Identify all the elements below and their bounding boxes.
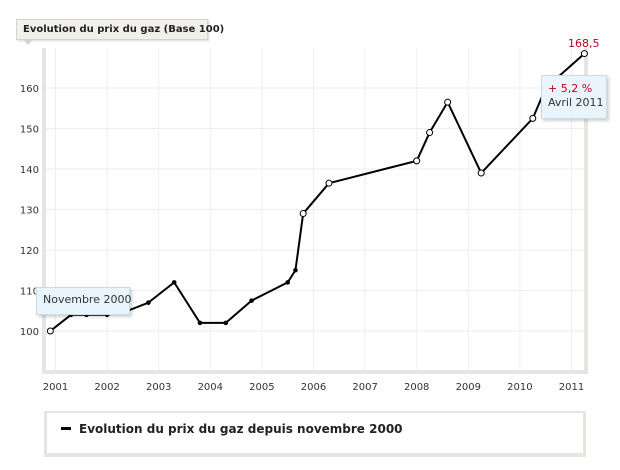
data-point [426, 129, 434, 137]
y-tick-label: 140 [20, 165, 39, 176]
data-point [146, 300, 151, 305]
y-tick-label: 100 [20, 327, 39, 338]
legend: Evolution du prix du gaz depuis novembre… [44, 411, 586, 457]
x-tick-label: 2008 [404, 382, 429, 393]
end-callout: + 5,2 % Avril 2011 [541, 75, 607, 119]
data-point [197, 320, 203, 326]
data-point [477, 169, 485, 177]
x-tick-label: 2010 [507, 382, 532, 393]
data-point [46, 327, 54, 335]
last-value-label: 168,5 [568, 37, 600, 50]
data-point [285, 280, 291, 285]
y-axis: 100 110 120 130 140 150 160 [20, 84, 39, 338]
data-point [171, 280, 177, 285]
x-tick-label: 2001 [43, 382, 68, 393]
y-tick-label: 110 [20, 287, 39, 298]
data-point [444, 98, 452, 106]
chart-title: Evolution du prix du gaz (Base 100) [16, 19, 224, 45]
data-point [249, 298, 254, 303]
data-point [413, 157, 421, 165]
x-tick-label: 2003 [146, 382, 171, 393]
end-change-label: + 5,2 % [548, 82, 593, 95]
x-tick-label: 2005 [249, 382, 274, 393]
x-tick-label: 2002 [94, 382, 119, 393]
legend-swatch [61, 427, 71, 430]
y-tick-label: 120 [20, 246, 39, 257]
x-tick-label: 2006 [301, 382, 326, 393]
x-tick-label: 2009 [456, 382, 481, 393]
data-point [529, 114, 537, 122]
data-point [223, 320, 229, 326]
end-date-label: Avril 2011 [548, 96, 604, 109]
y-tick-label: 160 [20, 84, 39, 95]
data-point [299, 210, 307, 218]
x-tick-label: 2007 [352, 382, 377, 393]
y-tick-label: 150 [20, 125, 39, 136]
legend-label: Evolution du prix du gaz depuis novembre… [79, 422, 403, 436]
grid-layer [44, 48, 586, 372]
y-tick-label: 130 [20, 206, 39, 217]
x-tick-label: 2011 [559, 382, 584, 393]
data-point [580, 50, 588, 58]
data-point [325, 179, 333, 187]
start-date-callout: Novembre 2000 [36, 287, 131, 315]
x-tick-label: 2004 [198, 382, 223, 393]
data-point [293, 267, 298, 273]
x-axis: 2001 2002 2003 2004 2005 2006 2007 2008 2009 2010… [43, 382, 584, 393]
